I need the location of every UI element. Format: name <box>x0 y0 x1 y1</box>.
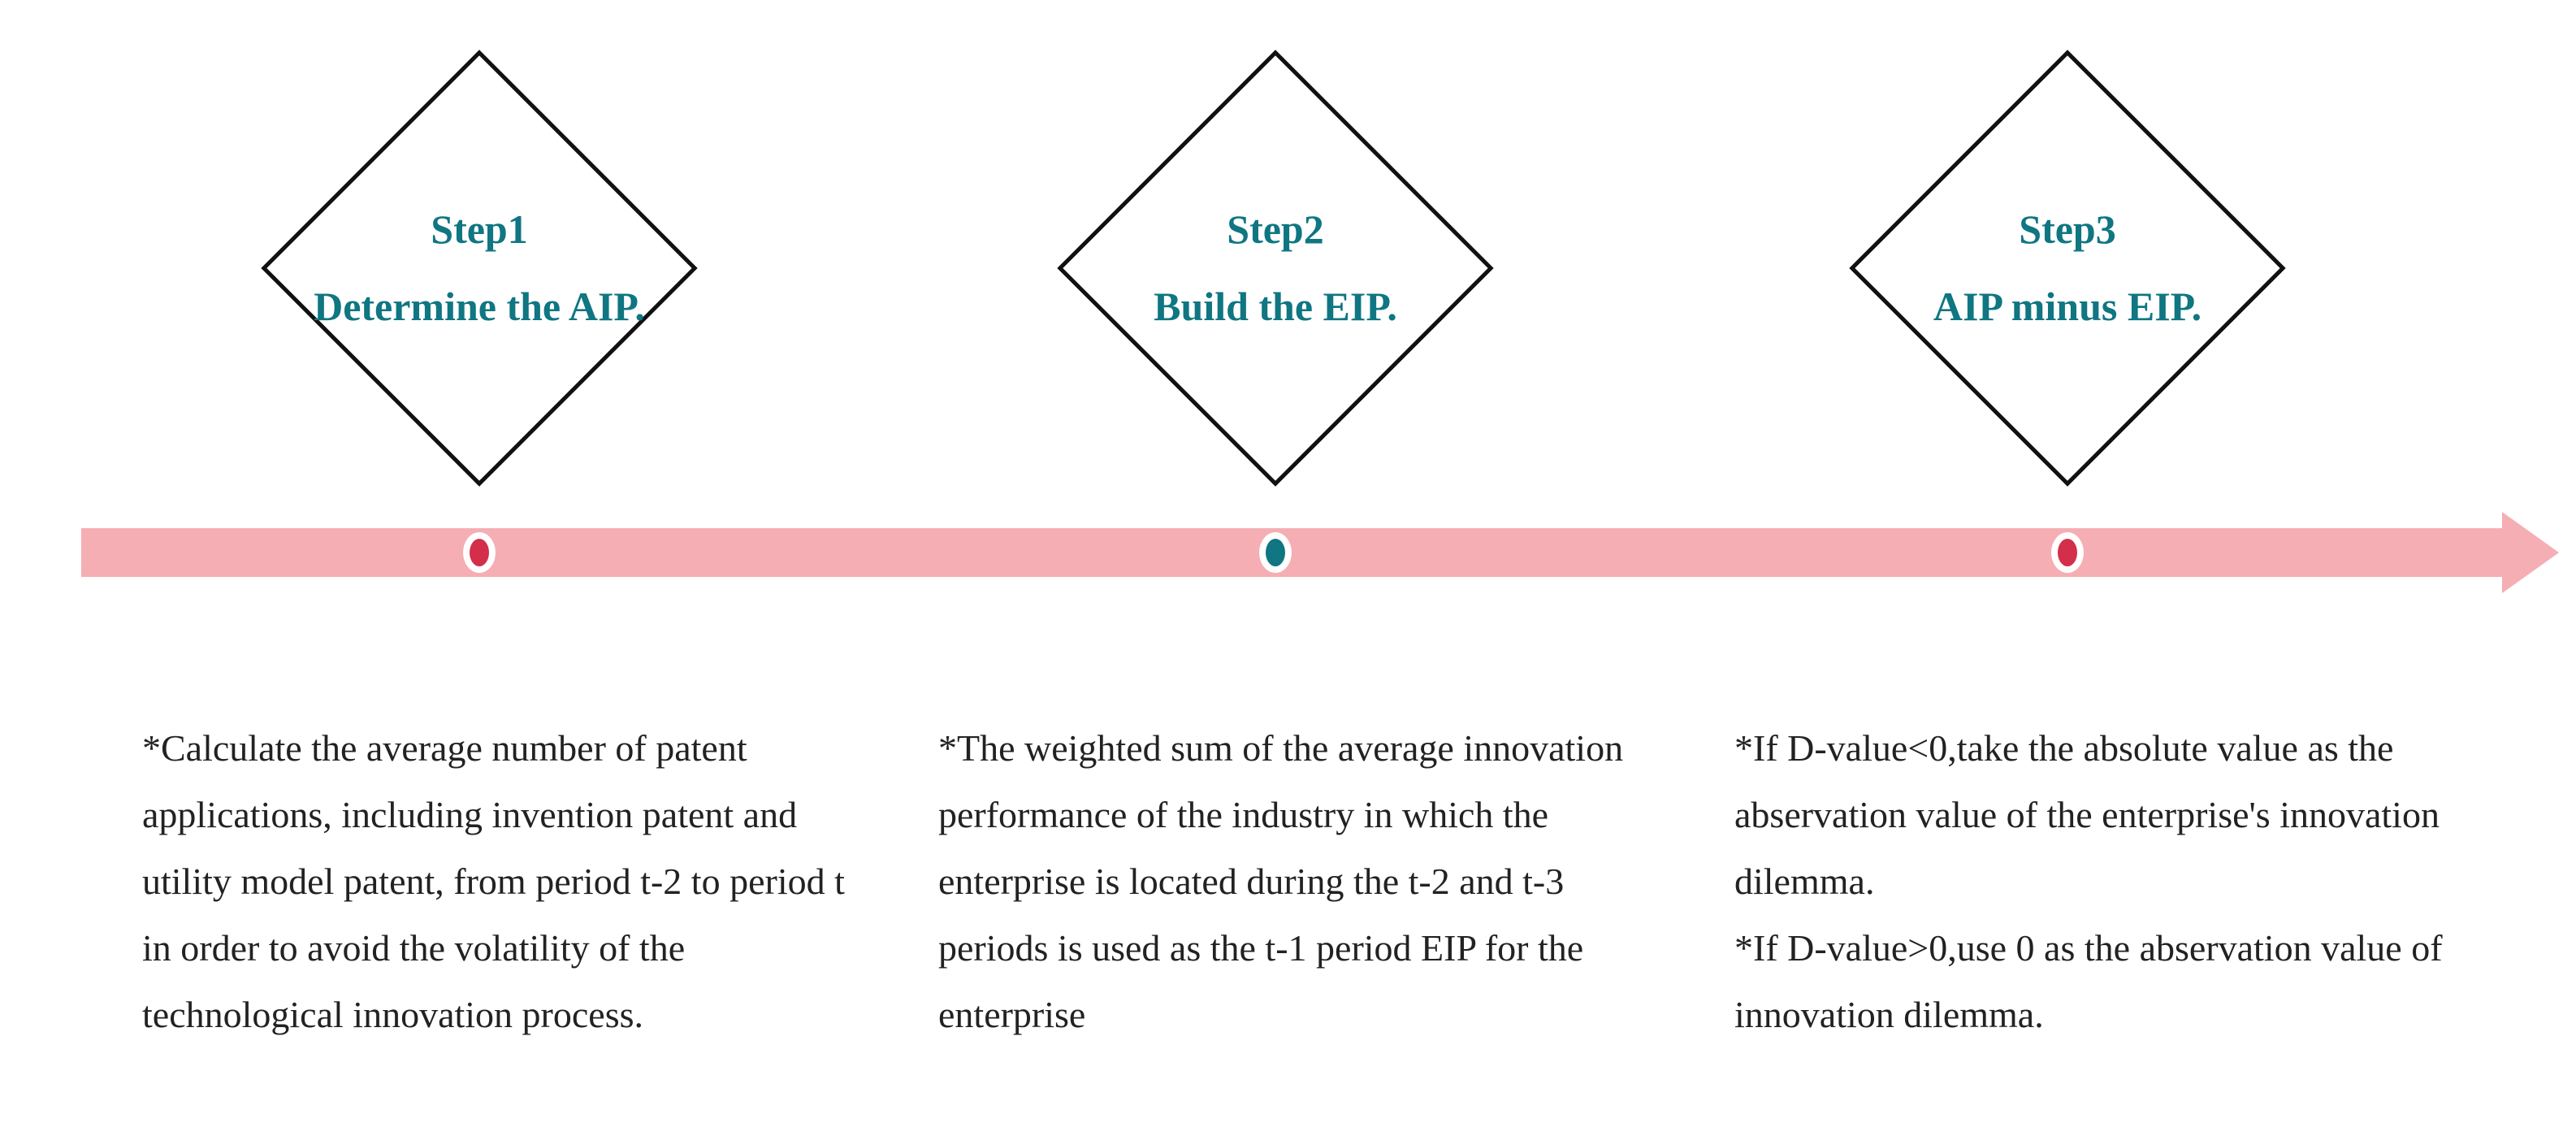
step1-action: Determine the AIP. <box>268 268 691 345</box>
step1-number: Step1 <box>268 191 691 268</box>
timeline-arrow-head <box>2502 512 2559 593</box>
step2-number: Step2 <box>1064 191 1487 268</box>
diamond-label-step1: Step1 Determine the AIP. <box>268 191 691 345</box>
dot-step1 <box>463 532 496 573</box>
step3-action: AIP minus EIP. <box>1856 268 2279 345</box>
desc-step1: *Calculate the average number of patent … <box>142 715 857 1047</box>
step2-action: Build the EIP. <box>1064 268 1487 345</box>
timeline-arrow-bar <box>81 528 2502 577</box>
diamond-label-step3: Step3 AIP minus EIP. <box>1856 191 2279 345</box>
dot-step3 <box>2051 532 2084 573</box>
desc-step2: *The weighted sum of the average innovat… <box>938 715 1653 1047</box>
desc-step3: *If D-value<0,take the absolute value as… <box>1734 715 2449 1047</box>
dot-step2 <box>1259 532 1292 573</box>
diamond-label-step2: Step2 Build the EIP. <box>1064 191 1487 345</box>
step3-number: Step3 <box>1856 191 2279 268</box>
